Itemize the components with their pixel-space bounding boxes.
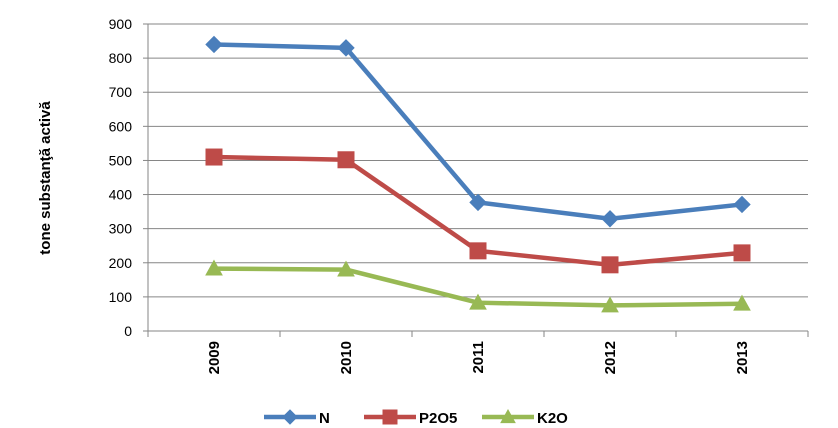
data-point-p2o5	[337, 151, 355, 169]
series-line-n	[211, 42, 745, 222]
legend-item-p2o5: P2O5	[364, 409, 457, 427]
y-tick-label: 800	[109, 50, 133, 66]
series-n	[205, 35, 751, 228]
series-k2o	[205, 259, 751, 313]
y-axis-ticks: 0 100 200 300 400 500 600 700 800 900	[109, 16, 148, 339]
y-tick-label: 600	[109, 118, 133, 134]
y-tick-label: 700	[109, 84, 133, 100]
legend-item-k2o: K2O	[482, 408, 568, 427]
data-point-p2o5	[469, 242, 487, 260]
series-layer	[205, 35, 751, 313]
data-point-n	[733, 195, 751, 214]
legend-swatch-marker	[382, 409, 398, 425]
legend-label-k2o: K2O	[537, 410, 568, 427]
y-tick-label: 0	[124, 323, 132, 339]
legend-label-n: N	[319, 410, 330, 427]
x-axis-ticks: 2009 2010 2011 2012 2013	[147, 331, 809, 374]
legend-item-n: N	[264, 409, 330, 427]
data-point-p2o5	[733, 244, 751, 262]
legend-swatch-marker	[500, 408, 516, 424]
data-point-k2o	[601, 296, 619, 313]
x-tick-label: 2012	[602, 341, 619, 374]
legend-swatch-marker	[282, 409, 298, 425]
data-point-n	[205, 35, 223, 54]
axes	[147, 24, 808, 332]
x-tick-label: 2011	[470, 341, 487, 374]
data-point-n	[601, 210, 619, 228]
data-point-k2o	[733, 294, 751, 311]
y-axis-title: tone substanţă activă	[37, 101, 54, 255]
data-point-k2o	[469, 293, 487, 310]
x-tick-label: 2010	[338, 341, 355, 374]
x-tick-label: 2013	[734, 341, 751, 374]
legend: N P2O5 K2O	[264, 408, 568, 427]
y-tick-label: 300	[109, 221, 133, 237]
x-tick-label: 2009	[206, 341, 223, 374]
data-point-n	[469, 193, 487, 212]
y-tick-label: 200	[109, 255, 133, 271]
y-tick-label: 500	[109, 152, 133, 168]
data-point-p2o5	[601, 256, 619, 274]
data-point-n	[337, 39, 355, 57]
legend-label-p2o5: P2O5	[419, 410, 457, 427]
data-point-k2o	[337, 260, 355, 277]
series-p2o5	[205, 148, 751, 274]
data-point-k2o	[205, 259, 223, 276]
y-tick-label: 900	[109, 16, 133, 32]
gridlines	[148, 23, 808, 332]
data-point-p2o5	[205, 148, 223, 166]
y-tick-label: 100	[109, 289, 133, 305]
y-tick-label: 400	[109, 187, 133, 203]
